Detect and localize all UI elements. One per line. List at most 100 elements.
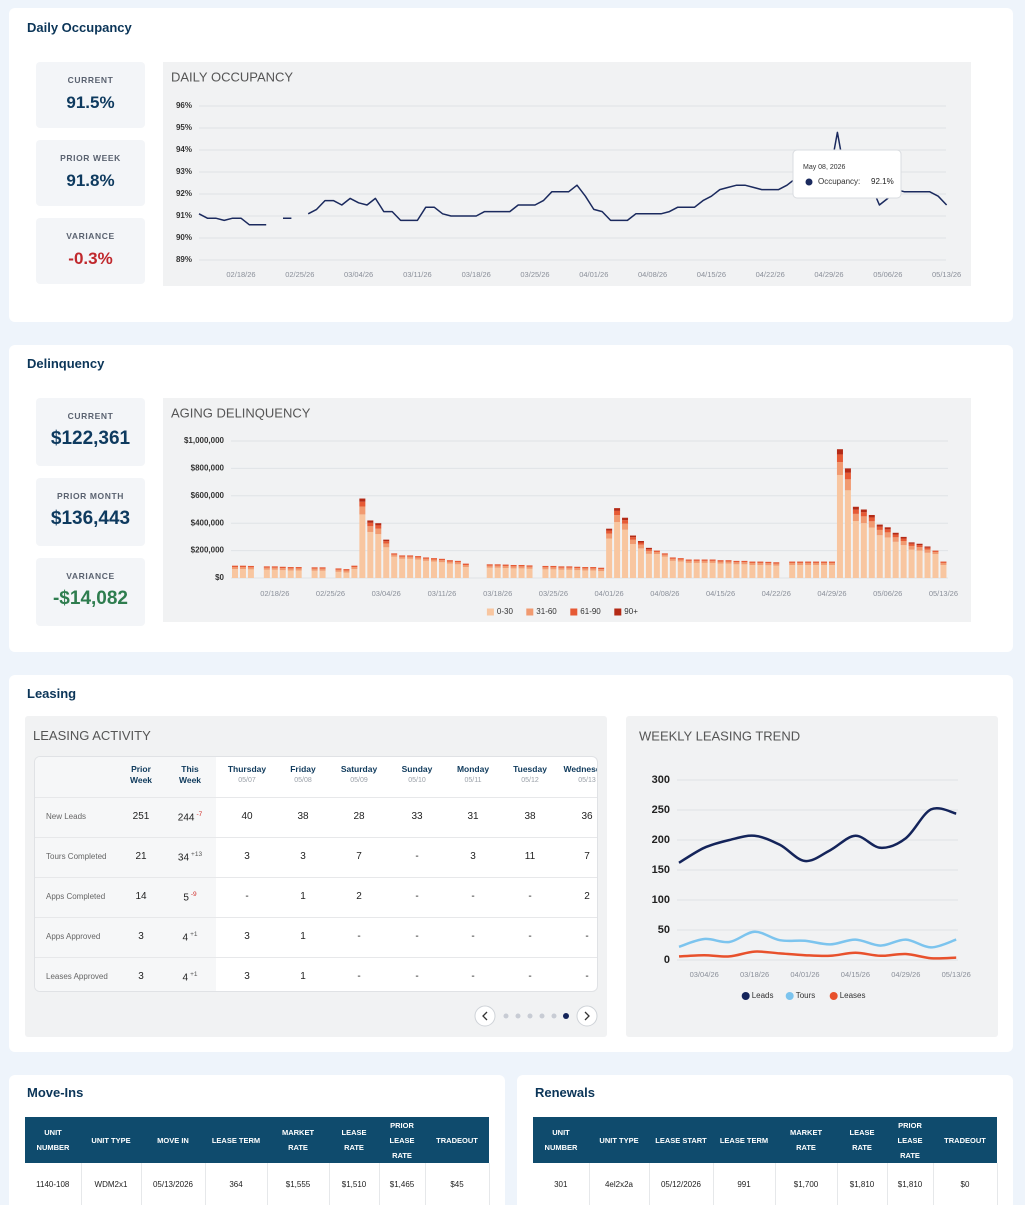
- row-label: Apps Completed: [46, 892, 106, 901]
- row-divider: [35, 877, 597, 878]
- cell-value: -: [415, 891, 419, 902]
- table-cell: 991: [713, 1163, 776, 1205]
- stat-box: PRIOR MONTH $136,443: [36, 478, 145, 546]
- table-row: 301 4el2x2a 05/12/2026 991 $1,700 $1,810 $1,81…: [533, 1163, 998, 1205]
- section-title: Move-Ins: [27, 1085, 84, 1100]
- table-cell: 34 +13: [165, 851, 215, 863]
- table-cell: $45: [425, 1163, 490, 1205]
- stat-label: PRIOR MONTH: [56, 491, 125, 501]
- column-header: LEASE TERM: [205, 1117, 267, 1163]
- cell-value: 251: [132, 811, 150, 822]
- cell-value: 3: [244, 851, 250, 862]
- table-cell: 251: [116, 811, 166, 822]
- cell-value: -: [585, 931, 589, 942]
- table-cell: $1,510: [329, 1163, 380, 1205]
- column-header: MARKET RATE: [775, 1117, 837, 1163]
- table-cell: 3: [222, 931, 272, 942]
- cell-value: 1: [300, 971, 306, 982]
- header-row: UNIT NUMBER UNIT TYPE MOVE IN LEASE TERM MAR…: [25, 1117, 489, 1163]
- column-date: 05/08: [294, 777, 312, 784]
- table-head: UNIT NUMBER UNIT TYPE MOVE IN LEASE TERM MAR…: [25, 1117, 489, 1163]
- table-cell: -: [448, 971, 498, 982]
- cell-value: 38: [297, 811, 309, 822]
- cell-value: -: [528, 971, 532, 982]
- column-header: Friday: [290, 764, 316, 774]
- cell-value: 3: [138, 971, 144, 982]
- stat-value: -0.3%: [68, 249, 113, 268]
- table-cell: 4 +1: [165, 931, 215, 943]
- cell-value: -: [357, 931, 361, 942]
- stat-label: CURRENT: [67, 75, 114, 85]
- column-header: MARKET RATE: [267, 1117, 329, 1163]
- table-cell: 1140-108: [25, 1163, 82, 1205]
- table-cell: -: [392, 851, 442, 862]
- cell-value: -: [528, 931, 532, 942]
- table-cell: 3: [116, 971, 166, 982]
- cell-value: 2: [356, 891, 362, 902]
- table-cell: 05/12/2026: [649, 1163, 714, 1205]
- cell-value: -: [415, 971, 419, 982]
- fixed-columns-bg: [35, 757, 216, 991]
- column-header: UNIT NUMBER: [25, 1117, 81, 1163]
- table-cell: WDM2x1: [81, 1163, 142, 1205]
- row-label: Apps Approved: [46, 932, 101, 941]
- table-cell: -: [505, 971, 555, 982]
- cell-value: 14: [135, 891, 147, 902]
- cell-change: +1: [190, 971, 198, 978]
- column-date: 05/12: [521, 777, 539, 784]
- stat-label: VARIANCE: [66, 231, 115, 241]
- table-cell: 3: [222, 851, 272, 862]
- section-title: Renewals: [535, 1085, 595, 1100]
- cell-change: +1: [190, 931, 198, 938]
- column-header: Prior Week: [129, 764, 153, 785]
- table-cell: 2: [562, 891, 597, 902]
- cell-value: 4: [182, 972, 189, 984]
- stat-box: VARIANCE -0.3%: [36, 218, 145, 284]
- table-cell: 5 -9: [165, 891, 215, 903]
- row-label: Leases Approved: [46, 972, 108, 981]
- cell-value: -: [471, 971, 475, 982]
- table-cell: 364: [205, 1163, 268, 1205]
- stat-box: CURRENT $122,361: [36, 398, 145, 466]
- stat-label: VARIANCE: [66, 571, 115, 581]
- cell-value: -: [471, 931, 475, 942]
- column-header: Sunday: [401, 764, 433, 774]
- column-header: LEASE RATE: [837, 1117, 887, 1163]
- table-cell: $1,700: [775, 1163, 838, 1205]
- row-label: Tours Completed: [46, 852, 107, 861]
- column-header: PRIOR LEASE RATE: [379, 1117, 425, 1163]
- table-cell: 244 -7: [165, 811, 215, 823]
- table-cell: $0: [933, 1163, 998, 1205]
- delinquency-card: [9, 345, 1013, 652]
- table-cell: 3: [222, 971, 272, 982]
- table-cell: $1,810: [837, 1163, 888, 1205]
- table-cell: 1: [278, 891, 328, 902]
- cell-value: 7: [584, 851, 590, 862]
- cell-value: 34: [177, 852, 190, 864]
- stat-value: 91.5%: [66, 93, 115, 112]
- table-cell: -: [392, 931, 442, 942]
- column-header: TRADEOUT: [933, 1117, 997, 1163]
- cell-value: 36: [581, 811, 593, 822]
- cell-value: 3: [138, 931, 144, 942]
- row-label: New Leads: [46, 812, 87, 821]
- cell-value: 244: [177, 812, 195, 824]
- table-cell: 301: [533, 1163, 590, 1205]
- table-body: 301 4el2x2a 05/12/2026 991 $1,700 $1,810 $1,81…: [533, 1163, 998, 1205]
- table-cell: -: [392, 891, 442, 902]
- row-divider: [35, 917, 597, 918]
- cell-value: 11: [524, 851, 536, 862]
- column-header: Thursday: [227, 764, 267, 774]
- table-cell: 28: [334, 811, 384, 822]
- cell-value: 5: [183, 892, 189, 904]
- table-cell: 33: [392, 811, 442, 822]
- cell-change: +13: [191, 851, 203, 858]
- row-divider: [35, 957, 597, 958]
- table-cell: 31: [448, 811, 498, 822]
- header-row: UNIT NUMBER UNIT TYPE LEASE START LEASE TER…: [533, 1117, 997, 1163]
- table-cell: $1,465: [379, 1163, 426, 1205]
- column-header: Monday: [456, 764, 490, 774]
- table-cell: 4 +1: [165, 971, 215, 983]
- table-cell: 11: [505, 851, 555, 862]
